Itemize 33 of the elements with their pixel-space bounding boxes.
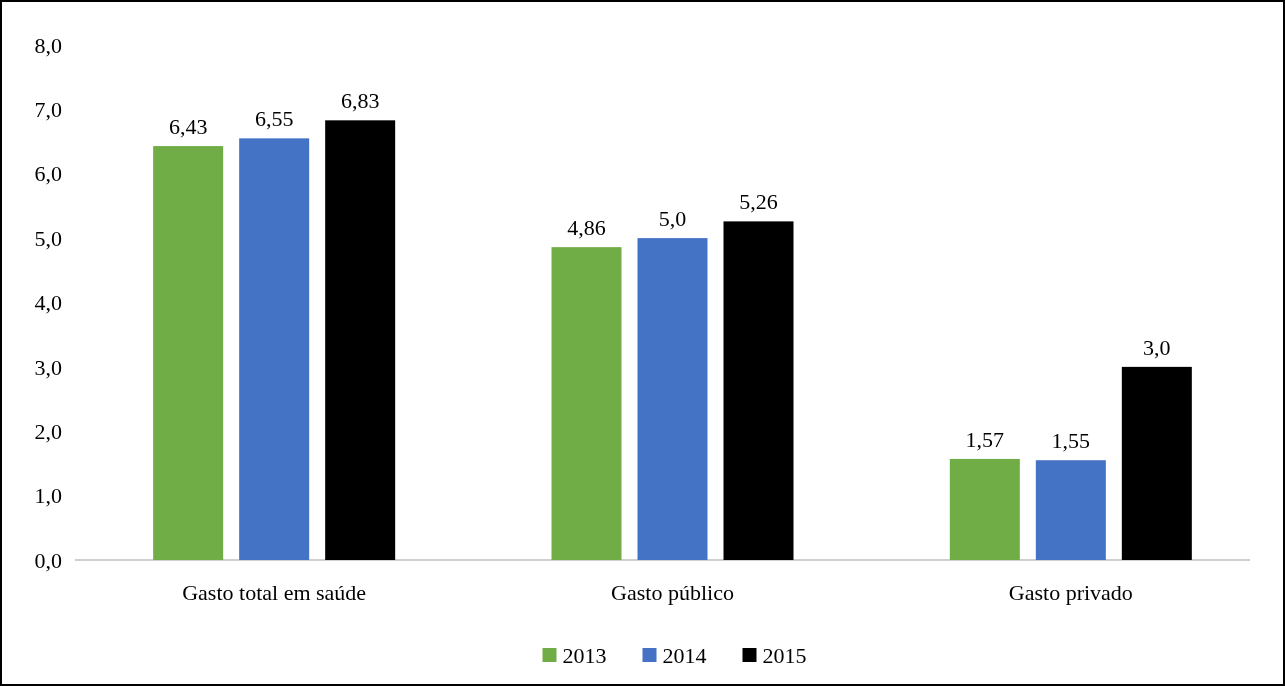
data-label: 3,0 <box>1143 334 1171 360</box>
data-label: 1,57 <box>965 426 1005 452</box>
y-tick-label: 2,0 <box>34 418 62 444</box>
y-tick-label: 5,0 <box>34 225 62 251</box>
bar <box>637 238 708 560</box>
legend-label: 2015 <box>762 642 807 668</box>
data-label: 5,0 <box>658 206 687 232</box>
y-tick-label: 0,0 <box>34 547 62 573</box>
bar <box>723 221 794 560</box>
y-tick-label: 8,0 <box>34 32 62 58</box>
bar <box>551 247 622 560</box>
x-tick-label: Gasto privado <box>1008 580 1133 605</box>
bar <box>239 138 310 560</box>
bar <box>1121 366 1192 560</box>
bar <box>153 146 224 560</box>
y-tick-label: 7,0 <box>34 97 62 123</box>
data-label: 5,26 <box>739 189 778 215</box>
bar <box>949 458 1020 560</box>
data-label: 1,55 <box>1051 428 1091 454</box>
y-tick-label: 6,0 <box>34 161 62 187</box>
data-label: 6,43 <box>168 114 208 140</box>
bar <box>325 120 396 560</box>
data-label: 6,83 <box>340 88 380 114</box>
x-tick-label: Gasto total em saúde <box>182 580 367 605</box>
y-tick-label: 1,0 <box>34 483 62 509</box>
data-label: 6,55 <box>254 106 294 132</box>
legend-label: 2013 <box>562 642 607 668</box>
bar <box>1035 460 1106 560</box>
data-label: 4,86 <box>567 215 606 241</box>
y-tick-label: 4,0 <box>34 290 62 316</box>
x-tick-label: Gasto público <box>611 580 734 605</box>
legend-label: 2014 <box>662 642 707 668</box>
y-tick-label: 3,0 <box>34 354 62 380</box>
